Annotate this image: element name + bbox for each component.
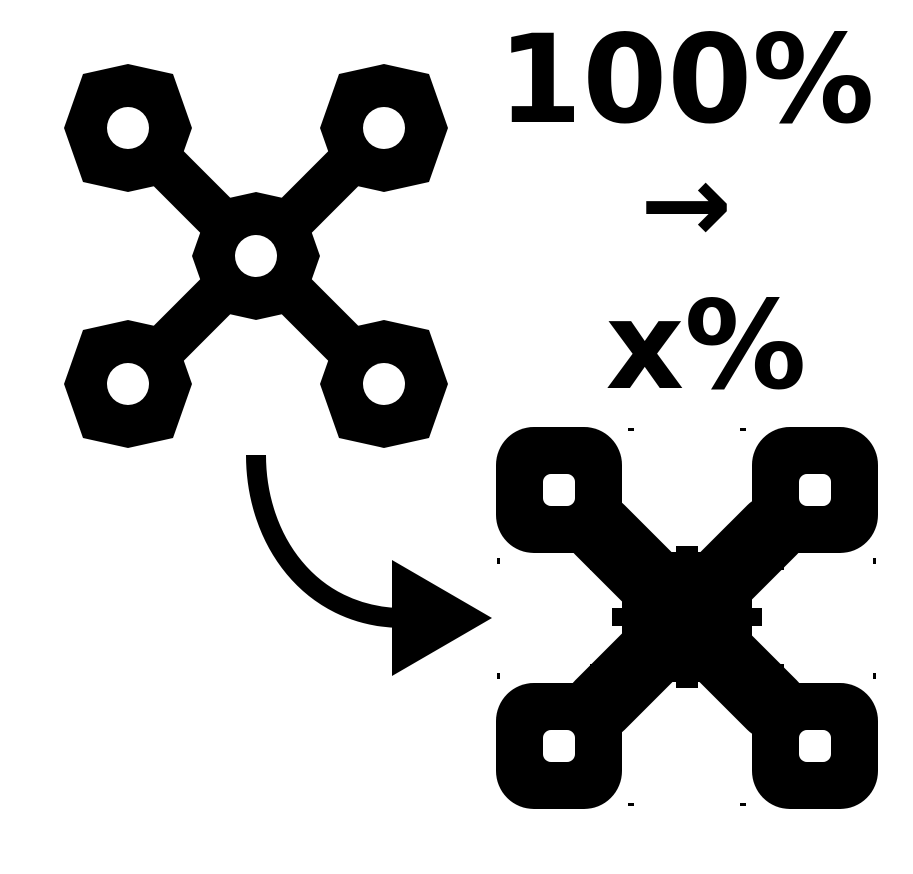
rescaled-drone-holes <box>543 474 831 762</box>
rescaled-drone-icon <box>496 427 878 809</box>
to-percentage-label: x% <box>606 275 807 417</box>
rescaled-edge-artifacts <box>497 428 876 806</box>
arrow-glyph: → <box>640 140 732 268</box>
rescaled-drone-hub <box>622 552 752 682</box>
curved-arrow-icon <box>246 454 492 676</box>
drone-holes <box>107 107 405 405</box>
from-percentage-label: 100% <box>498 9 875 151</box>
drone-icon <box>64 64 448 448</box>
